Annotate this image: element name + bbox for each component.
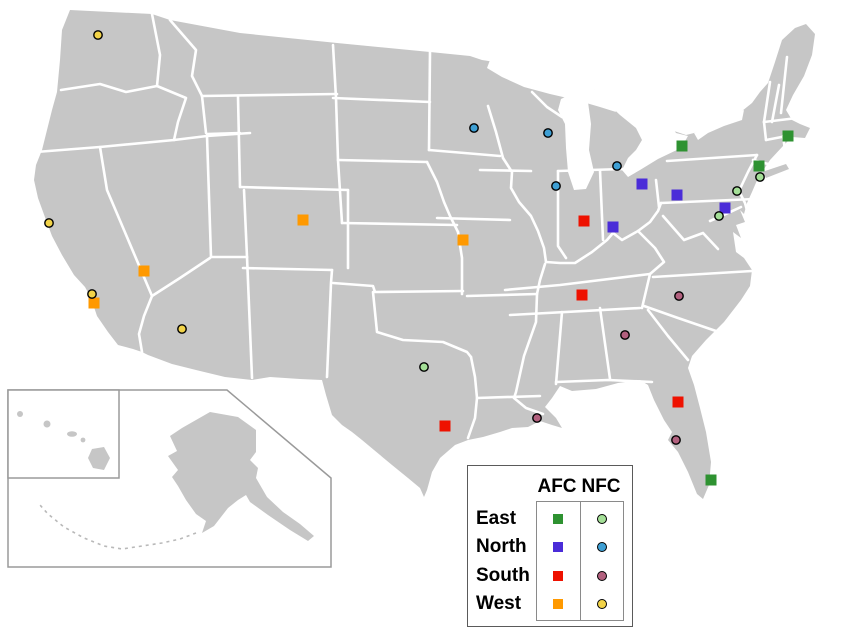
team-marker-afc-west	[88, 297, 100, 309]
team-marker-afc-south	[672, 396, 684, 408]
lake-michigan	[558, 92, 594, 190]
legend-nfc-east-swatch	[597, 513, 607, 524]
team-marker-afc-west	[457, 234, 469, 246]
team-marker-nfc-west	[87, 289, 97, 299]
team-marker-nfc-west	[44, 218, 54, 228]
legend-row-label-south: South	[476, 565, 530, 586]
legend-afc-north-swatch	[553, 542, 563, 552]
legend-header-afc: AFC	[537, 476, 577, 497]
team-marker-nfc-north	[551, 181, 561, 191]
team-marker-afc-east	[676, 140, 688, 152]
team-marker-nfc-east	[732, 186, 742, 196]
legend-nfc-south-swatch	[597, 570, 607, 581]
team-marker-afc-south	[576, 289, 588, 301]
team-marker-afc-north	[719, 202, 731, 214]
team-marker-nfc-west	[93, 30, 103, 40]
team-marker-nfc-north	[469, 123, 479, 133]
legend-afc-west-swatch	[553, 599, 563, 609]
legend-header-nfc: NFC	[581, 476, 621, 497]
lake-huron-erie	[594, 87, 688, 177]
team-marker-afc-east	[753, 160, 765, 172]
team-marker-afc-west	[297, 214, 309, 226]
team-marker-nfc-north	[612, 161, 622, 171]
legend-column-divider	[580, 501, 581, 621]
team-marker-afc-north	[671, 189, 683, 201]
legend-nfc-west-swatch	[597, 598, 607, 609]
team-marker-afc-west	[138, 265, 150, 277]
team-marker-nfc-north	[543, 128, 553, 138]
team-marker-nfc-east	[419, 362, 429, 372]
aleutian-islands	[39, 504, 197, 550]
alaska-hawaii-inset	[7, 389, 332, 568]
team-marker-nfc-east	[714, 211, 724, 221]
team-marker-afc-east	[782, 130, 794, 142]
legend-afc-south-swatch	[553, 571, 563, 581]
legend: AFC NFC East North South West	[467, 465, 633, 627]
team-marker-afc-north	[607, 221, 619, 233]
legend-row-label-west: West	[476, 593, 522, 614]
team-marker-nfc-south	[620, 330, 630, 340]
lake-ontario	[694, 110, 744, 140]
legend-nfc-north-swatch	[597, 541, 607, 552]
long-island	[762, 164, 789, 178]
legend-row-label-north: North	[476, 536, 527, 557]
team-marker-afc-south	[578, 215, 590, 227]
team-marker-nfc-east	[755, 172, 765, 182]
team-marker-afc-east	[705, 474, 717, 486]
team-marker-nfc-south	[671, 435, 681, 445]
team-marker-nfc-south	[532, 413, 542, 423]
alaska-landmass	[168, 412, 314, 541]
team-marker-afc-south	[439, 420, 451, 432]
legend-afc-east-swatch	[553, 514, 563, 524]
team-marker-afc-north	[636, 178, 648, 190]
team-markers	[44, 30, 794, 486]
team-marker-nfc-west	[177, 324, 187, 334]
legend-row-label-east: East	[476, 508, 517, 529]
team-marker-nfc-south	[674, 291, 684, 301]
hawaii-islands	[17, 411, 110, 470]
